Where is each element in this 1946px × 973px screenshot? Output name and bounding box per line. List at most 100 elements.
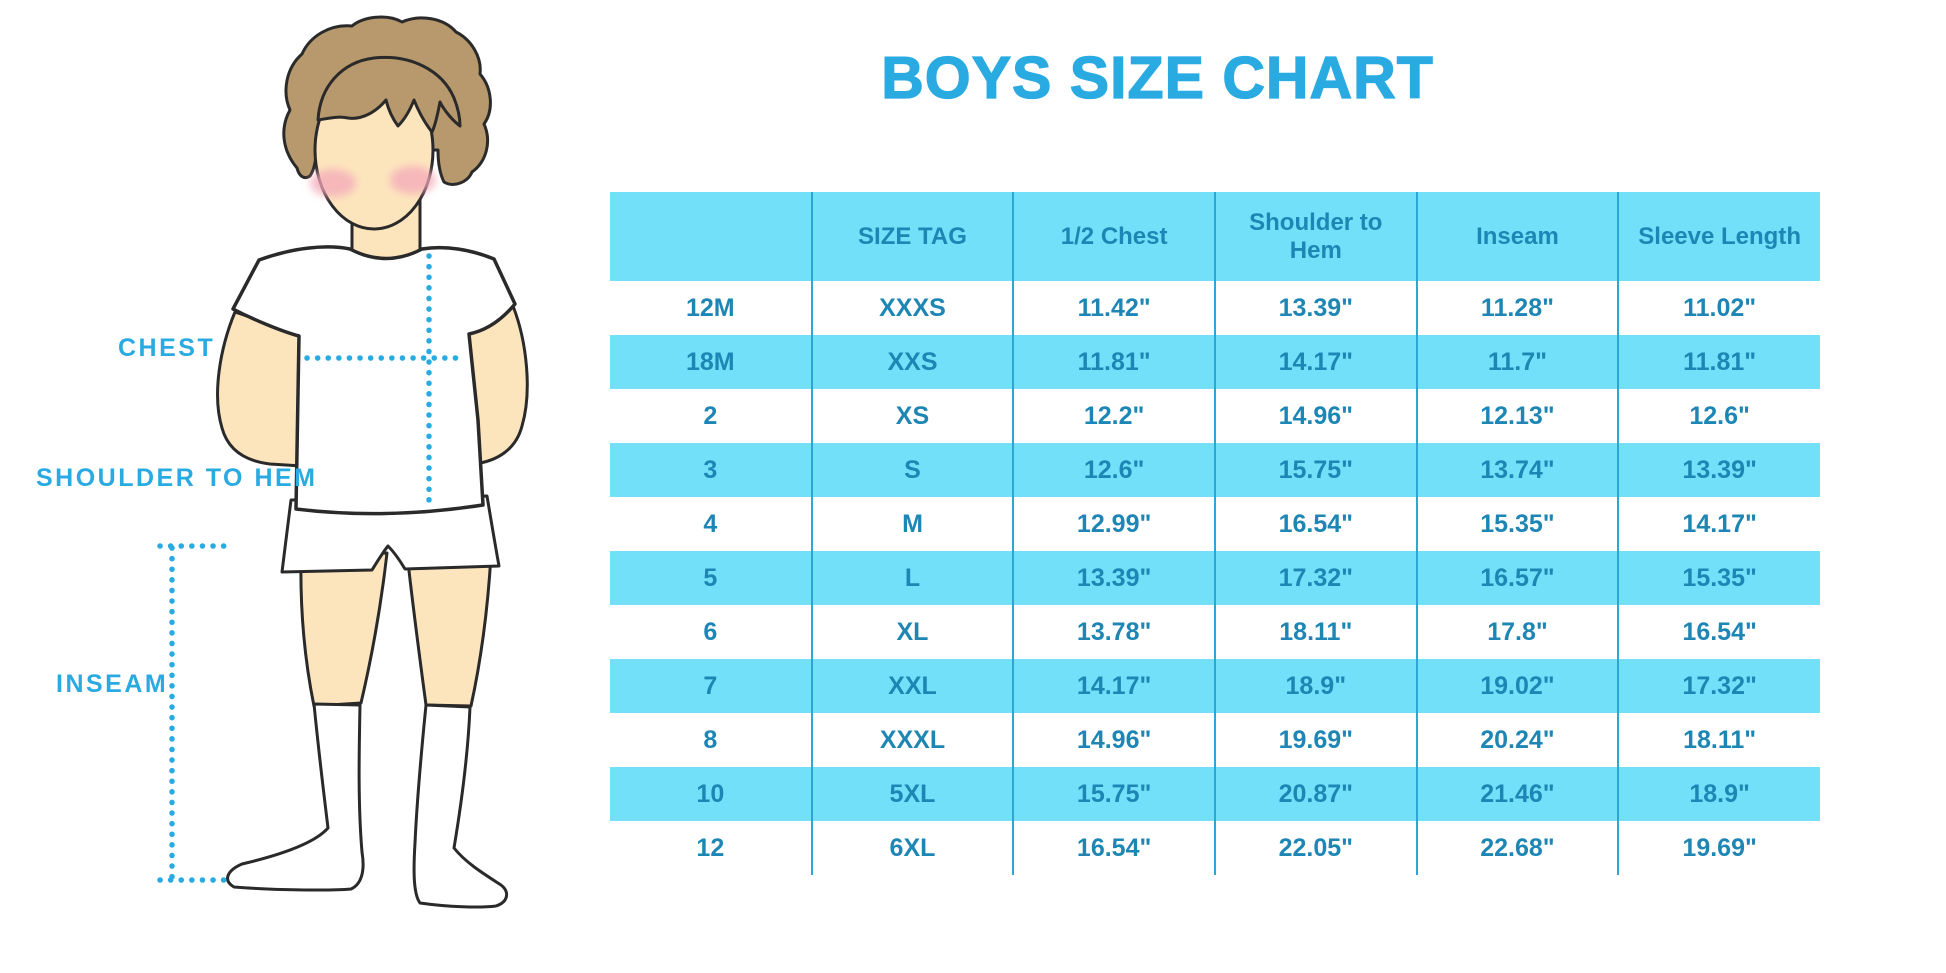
measurement-cell: L — [810, 551, 1014, 605]
left-sock — [226, 702, 365, 892]
measurement-cell: 14.17" — [1012, 659, 1215, 713]
inseam-label: INSEAM — [56, 670, 169, 698]
header-row: SIZE TAG 1/2 Chest Shoulder to Hem Insea… — [610, 192, 1820, 281]
measurement-cell: 14.96" — [1213, 389, 1417, 443]
column-header-inseam: Inseam — [1415, 192, 1619, 281]
measurement-cell: 22.68" — [1415, 821, 1619, 875]
measurement-cell: 11.81" — [1617, 335, 1820, 389]
column-header-size — [610, 192, 812, 281]
measurement-cell: 13.39" — [1617, 443, 1820, 497]
boy-illustration — [157, 15, 529, 909]
column-header-sleeve-length: Sleeve Length — [1617, 192, 1820, 281]
measurement-cell: XXL — [810, 659, 1014, 713]
measurement-cell: 14.17" — [1213, 335, 1417, 389]
shorts — [280, 494, 501, 574]
measurement-cell: 18.11" — [1213, 605, 1417, 659]
measurement-cell: 19.69" — [1617, 821, 1820, 875]
size-table: SIZE TAG 1/2 Chest Shoulder to Hem Insea… — [610, 192, 1820, 875]
table-row: 10 5XL 15.75" 20.87" 21.46" 18.9" — [610, 767, 1820, 821]
size-cell: 10 — [696, 779, 725, 808]
measurement-cell: XS — [810, 389, 1014, 443]
measurement-cell: 13.78" — [1012, 605, 1215, 659]
measurement-cell: 12.13" — [1415, 389, 1619, 443]
measurement-cell: 18.9" — [1213, 659, 1417, 713]
measurement-cell: 14.17" — [1617, 497, 1820, 551]
measurement-cell: 11.81" — [1012, 335, 1215, 389]
table-row: 2 XS 12.2" 14.96" 12.13" 12.6" — [610, 389, 1820, 443]
measurement-cell: 15.75" — [1012, 767, 1215, 821]
column-header-size-tag: SIZE TAG — [810, 192, 1014, 281]
size-cell: 8 — [703, 725, 718, 754]
page-title: BOYS SIZE CHART — [881, 45, 1434, 111]
measurement-cell: XXXS — [810, 281, 1014, 335]
shoulder-to-hem-label: SHOULDER TO HEM — [36, 464, 318, 492]
measurement-cell: 18.9" — [1617, 767, 1820, 821]
left-leg — [299, 551, 389, 708]
size-cell: 7 — [703, 671, 718, 700]
measurement-cell: 15.35" — [1617, 551, 1820, 605]
chest-label: CHEST — [118, 334, 216, 362]
size-cell: 18M — [686, 347, 735, 376]
table-row: 12M XXXS 11.42" 13.39" 11.28" 11.02" — [610, 281, 1820, 335]
column-header-shoulder-to-hem: Shoulder to Hem — [1213, 192, 1417, 281]
measurement-cell: 11.7" — [1415, 335, 1619, 389]
measurement-cell: 14.96" — [1012, 713, 1215, 767]
measurement-cell: 16.54" — [1617, 605, 1820, 659]
size-cell: 5 — [703, 563, 718, 592]
table-row: 8 XXXL 14.96" 19.69" 20.24" 18.11" — [610, 713, 1820, 767]
right-leg — [405, 551, 493, 708]
table-row: 6 XL 13.78" 18.11" 17.8" 16.54" — [610, 605, 1820, 659]
table-row: 7 XXL 14.17" 18.9" 19.02" 17.32" — [610, 659, 1820, 713]
size-cell: 2 — [703, 401, 718, 430]
table-row: 5 L 13.39" 17.32" 16.57" 15.35" — [610, 551, 1820, 605]
table-row: 4 M 12.99" 16.54" 15.35" 14.17" — [610, 497, 1820, 551]
measurement-cell: 5XL — [810, 767, 1014, 821]
table-row: 12 6XL 16.54" 22.05" 22.68" 19.69" — [610, 821, 1820, 875]
right-cheek — [390, 166, 436, 194]
measurement-cell: 19.69" — [1213, 713, 1417, 767]
column-header-half-chest: 1/2 Chest — [1012, 192, 1215, 281]
measurement-cell: 12.6" — [1617, 389, 1820, 443]
table-row: 18M XXS 11.81" 14.17" 11.7" 11.81" — [610, 335, 1820, 389]
table-row: 3 S 12.6" 15.75" 13.74" 13.39" — [610, 443, 1820, 497]
measurement-cell: 17.32" — [1213, 551, 1417, 605]
measurement-cell: 12.99" — [1012, 497, 1215, 551]
left-cheek — [310, 169, 356, 197]
size-cell: 6 — [703, 617, 718, 646]
measurement-cell: 13.74" — [1415, 443, 1619, 497]
measurement-cell: XXS — [810, 335, 1014, 389]
measurement-cell: S — [810, 443, 1014, 497]
measurement-cell: 22.05" — [1213, 821, 1417, 875]
left-arm — [216, 310, 304, 468]
size-table-body: 12M XXXS 11.42" 13.39" 11.28" 11.02" 18M XXS 11.… — [610, 281, 1820, 875]
measurement-cell: 11.42" — [1012, 281, 1215, 335]
right-sock — [412, 703, 509, 909]
size-cell: 12M — [686, 293, 735, 322]
measurement-cell: 6XL — [810, 821, 1014, 875]
measurement-cell: 12.6" — [1012, 443, 1215, 497]
measurement-cell: 13.39" — [1012, 551, 1215, 605]
measurement-cell: XL — [810, 605, 1014, 659]
measurement-cell: 12.2" — [1012, 389, 1215, 443]
measurement-cell: 15.75" — [1213, 443, 1417, 497]
size-cell: 12 — [696, 833, 725, 862]
measurement-cell: 13.39" — [1213, 281, 1417, 335]
measurement-cell: 19.02" — [1415, 659, 1619, 713]
measurement-cell: 15.35" — [1415, 497, 1619, 551]
size-table-header: SIZE TAG 1/2 Chest Shoulder to Hem Insea… — [610, 192, 1820, 281]
measurement-cell: 11.02" — [1617, 281, 1820, 335]
measurement-cell: 21.46" — [1415, 767, 1619, 821]
measurement-cell: M — [810, 497, 1014, 551]
measurement-cell: 18.11" — [1617, 713, 1820, 767]
measurement-cell: 11.28" — [1415, 281, 1619, 335]
measurement-cell: 20.87" — [1213, 767, 1417, 821]
size-cell: 4 — [703, 509, 718, 538]
t-shirt — [231, 245, 517, 516]
measurement-cell: 16.54" — [1012, 821, 1215, 875]
measurement-cell: XXXL — [810, 713, 1014, 767]
measurement-cell: 16.54" — [1213, 497, 1417, 551]
boy-bangs — [316, 55, 462, 134]
measurement-cell: 20.24" — [1415, 713, 1619, 767]
size-cell: 3 — [703, 455, 718, 484]
